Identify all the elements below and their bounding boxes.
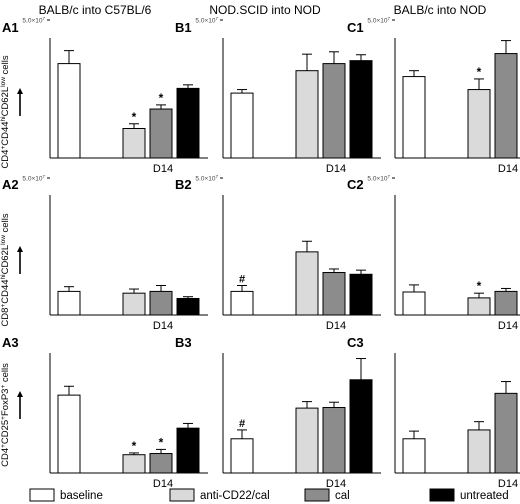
y-tick-label: 5.0×107 — [22, 16, 45, 25]
x-tick-label: D14 — [498, 163, 518, 175]
panel-b1: B15.0×1071.0×1081.5×1082.0×108D14 — [175, 20, 381, 175]
bar-untreated — [349, 273, 373, 316]
column-titles: BALB/c into C57BL/6 NOD.SCID into NOD BALB… — [39, 3, 487, 17]
bar-cal — [494, 53, 518, 159]
bar-cal — [322, 272, 346, 316]
bar-anti-cd22-cal — [467, 297, 491, 316]
bar-anti-cd22-cal — [467, 89, 491, 159]
legend-swatch — [429, 488, 455, 502]
bar-anti-cd22-cal — [295, 407, 319, 474]
x-tick-label: D14 — [498, 478, 518, 490]
row-ylabel-arrowhead — [17, 246, 23, 252]
row-ylabel-arrowhead — [17, 88, 23, 94]
panel-a3: A35.0×1071.0×1081.5×1082.0×108**D14 — [2, 174, 208, 490]
x-tick-label: D14 — [153, 478, 173, 490]
significance-marker: * — [132, 110, 137, 124]
panel-b2: B25.0×1071.0×1081.5×1082.0×108#D14 — [175, 16, 381, 332]
row-ylabels: CD4+CD44hiCD62Llow cells CD8+CD44hiCD62Ll… — [0, 55, 23, 467]
panel-label: C2 — [347, 177, 364, 192]
legend-label: untreated — [460, 490, 509, 502]
panel-label: B1 — [175, 20, 192, 35]
panel-c3: C35.0×1071.0×1081.5×1082.0×108D14 — [347, 174, 520, 490]
bar-cal — [149, 453, 173, 474]
row-ylabel-arrowhead — [17, 391, 23, 397]
significance-marker: * — [477, 279, 482, 293]
bar-cal — [494, 392, 518, 474]
legend-swatch — [304, 488, 330, 502]
legend-label: anti-CD22/cal — [200, 490, 270, 502]
x-tick-label: D14 — [326, 320, 346, 332]
bar-untreated — [176, 297, 200, 316]
bar-cal — [322, 407, 346, 474]
bar-anti-cd22-cal — [467, 429, 491, 474]
bar-anti-cd22-cal — [295, 70, 319, 159]
panel-label: B2 — [175, 177, 192, 192]
panel-c1: C15.0×1071.0×1081.5×1082.0×108*D14 — [347, 20, 520, 175]
panel-label: A2 — [2, 177, 19, 192]
panel-c2: C25.0×1071.0×1081.5×1082.0×108*D14 — [347, 16, 520, 332]
y-tick-label: 5.0×107 — [367, 174, 390, 183]
y-tick-label: 5.0×107 — [367, 16, 390, 25]
bar-baseline — [230, 290, 254, 316]
significance-marker: * — [477, 65, 482, 79]
significance-marker: * — [159, 91, 164, 105]
legend: baseline anti-CD22/cal cal untreated — [29, 488, 509, 502]
x-tick-label: D14 — [153, 320, 173, 332]
panel-label: A3 — [2, 335, 19, 350]
bar-cal — [494, 290, 518, 316]
significance-marker: # — [239, 418, 245, 430]
bar-baseline — [402, 438, 426, 474]
column-title: NOD.SCID into NOD — [209, 3, 321, 17]
bar-anti-cd22-cal — [122, 454, 146, 474]
bar-baseline — [402, 76, 426, 159]
bar-untreated — [176, 427, 200, 474]
bar-untreated — [349, 60, 373, 159]
bar-anti-cd22-cal — [122, 292, 146, 316]
legend-swatch — [169, 488, 195, 502]
legend-label: baseline — [60, 490, 103, 502]
bar-anti-cd22-cal — [295, 251, 319, 316]
row-ylabel: CD4+CD25+FoxP3+ cells — [0, 363, 11, 467]
panel-label: A1 — [2, 20, 19, 35]
bar-baseline — [57, 290, 81, 316]
bar-cal — [149, 290, 173, 316]
x-tick-label: D14 — [498, 320, 518, 332]
y-tick-label: 5.0×107 — [195, 174, 218, 183]
row-ylabel: CD8+CD44hiCD62Llow cells — [0, 213, 11, 326]
legend-swatch — [29, 488, 55, 502]
bar-baseline — [230, 438, 254, 474]
bar-untreated — [349, 379, 373, 474]
panel-label: C1 — [347, 20, 364, 35]
bar-cal — [149, 108, 173, 159]
bar-baseline — [57, 63, 81, 159]
y-tick-label: 5.0×107 — [22, 174, 45, 183]
bar-anti-cd22-cal — [122, 128, 146, 159]
bar-baseline — [57, 394, 81, 474]
x-tick-label: D14 — [153, 163, 173, 175]
panels: A15.0×1071.0×1081.5×1082.0×108**D14B15.0… — [2, 16, 520, 490]
significance-marker: * — [159, 435, 164, 449]
bar-baseline — [402, 291, 426, 316]
panel-a1: A15.0×1071.0×1081.5×1082.0×108**D14 — [2, 20, 208, 175]
x-tick-label: D14 — [326, 478, 346, 490]
column-title: BALB/c into C57BL/6 — [39, 3, 152, 17]
legend-label: cal — [335, 490, 350, 502]
significance-marker: # — [239, 274, 245, 286]
panel-b3: B35.0×1071.0×1081.5×1082.0×108#D14 — [175, 174, 381, 490]
panel-label: B3 — [175, 335, 192, 350]
panel-a2: A25.0×1071.0×1081.5×1082.0×108D14 — [2, 16, 208, 332]
column-title: BALB/c into NOD — [394, 3, 487, 17]
row-ylabel: CD4+CD44hiCD62Llow cells — [0, 55, 11, 168]
y-tick-label: 5.0×107 — [195, 16, 218, 25]
x-tick-label: D14 — [326, 163, 346, 175]
bar-untreated — [176, 87, 200, 159]
bar-cal — [322, 63, 346, 159]
panel-label: C3 — [347, 335, 364, 350]
significance-marker: * — [132, 439, 137, 453]
bar-baseline — [230, 92, 254, 159]
